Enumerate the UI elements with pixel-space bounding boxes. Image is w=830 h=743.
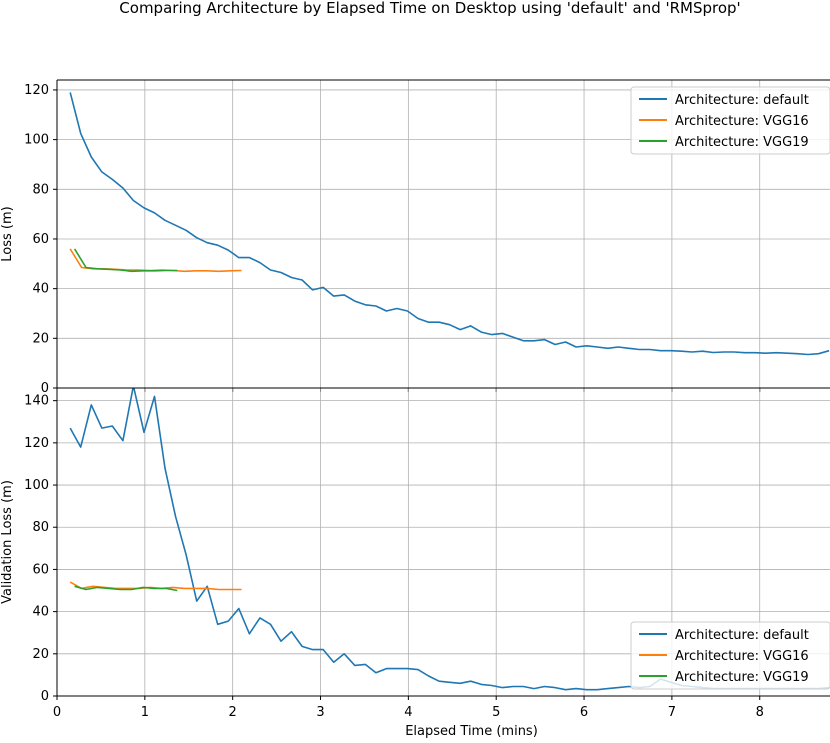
x-tick-label: 1 (141, 705, 149, 720)
x-tick-label: 4 (404, 705, 412, 720)
x-tick-label: 5 (492, 705, 500, 720)
x-tick-label: 2 (229, 705, 237, 720)
legend-box (630, 621, 830, 690)
y-tick-label: 80 (32, 520, 49, 535)
series-line-default (69, 92, 830, 356)
legend-label: Architecture: default (675, 628, 809, 643)
y-tick-label: 120 (24, 83, 49, 98)
y-tick-label: 40 (32, 282, 49, 297)
series-line-vgg19 (74, 585, 178, 592)
y-tick-label: 0 (41, 689, 49, 704)
y-tick-label: 60 (32, 562, 49, 577)
y-axis-label: Validation Loss (m) (0, 480, 15, 604)
x-tick-label: 6 (580, 705, 588, 720)
y-tick-label: 60 (32, 232, 49, 247)
y-tick-label: 100 (24, 478, 49, 493)
y-tick-label: 40 (32, 605, 49, 620)
y-tick-label: 120 (24, 436, 49, 451)
x-tick-label: 8 (756, 705, 764, 720)
y-tick-label: 0 (41, 381, 49, 396)
y-tick-label: 100 (24, 133, 49, 148)
legend-label: Architecture: VGG19 (675, 670, 809, 685)
x-axis-label: Elapsed Time (mins) (405, 724, 538, 739)
x-tick-label: 3 (316, 705, 324, 720)
y-tick-label: 80 (32, 182, 49, 197)
legend-label: Architecture: default (675, 93, 809, 108)
legend-box (630, 86, 830, 155)
legend-label: Architecture: VGG16 (675, 114, 809, 129)
series-line-vgg19 (73, 248, 178, 273)
y-axis-label: Loss (m) (0, 206, 15, 261)
validation-loss-subplot: 0 20 40 60 80 100 120 140 0 1 2 3 4 5 6 7 8 Validation Lo… (0, 387, 830, 739)
legend-label: Architecture: VGG19 (675, 135, 809, 150)
legend-label: Architecture: VGG16 (675, 649, 809, 664)
y-tick-label: 20 (32, 647, 49, 662)
x-tick-label: 7 (668, 705, 676, 720)
x-tick-label: 0 (53, 705, 61, 720)
y-tick-label: 20 (32, 331, 49, 346)
figure-title: Comparing Architecture by Elapsed Time o… (119, 0, 740, 17)
legend: Architecture: default Architecture: VGG16… (630, 621, 830, 690)
loss-subplot: 0 20 40 60 80 100 120 Loss (m) Architecture: def… (0, 79, 830, 396)
y-tick-label: 140 (24, 394, 49, 409)
legend: Architecture: default Architecture: VGG16… (630, 86, 830, 155)
